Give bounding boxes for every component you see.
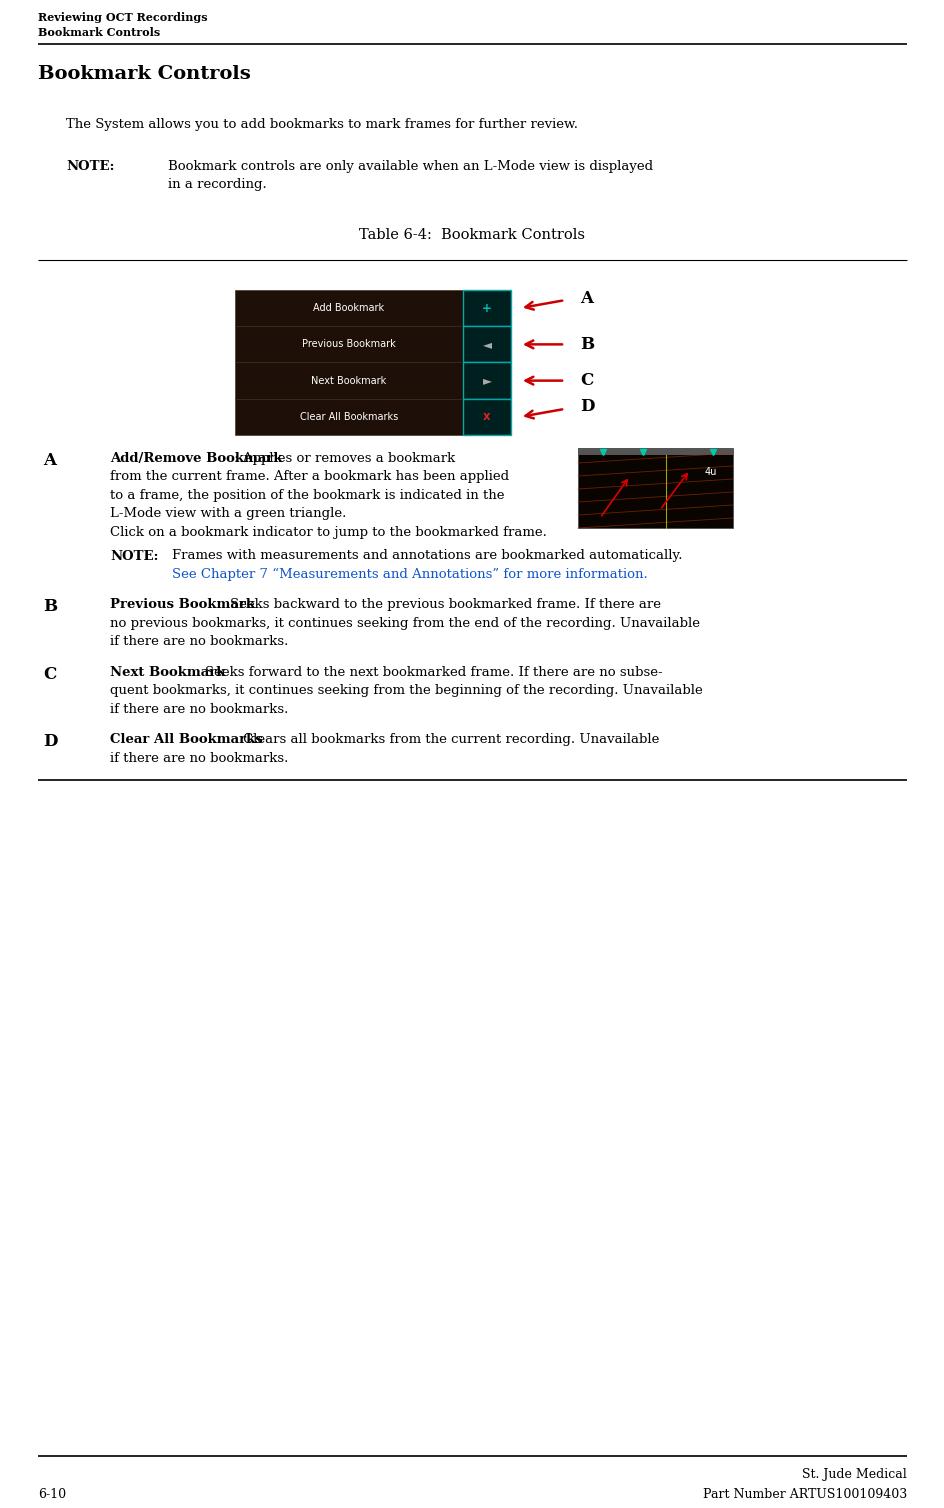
Text: Clear All Bookmarks: Clear All Bookmarks [299,412,397,422]
Text: Next Bookmark: Next Bookmark [311,375,386,386]
Bar [578,448,733,455]
Text: ◄: ◄ [482,338,491,351]
Text: if there are no bookmarks.: if there are no bookmarks. [110,635,288,648]
Text: : Clears all bookmarks from the current recording. Unavailable: : Clears all bookmarks from the current … [229,733,658,746]
Text: ►: ► [482,374,491,388]
Text: Previous Bookmark: Previous Bookmark [110,599,255,612]
Bar [463,398,511,434]
Text: if there are no bookmarks.: if there are no bookmarks. [110,703,288,716]
Text: The System allows you to add bookmarks to mark frames for further review.: The System allows you to add bookmarks t… [66,118,578,131]
Bar [463,362,511,398]
Text: C: C [43,667,57,683]
Text: See Chapter 7 “Measurements and Annotations” for more information.: See Chapter 7 “Measurements and Annotati… [172,569,647,581]
Text: C: C [580,372,593,389]
Bar [463,290,511,326]
Text: : Applies or removes a bookmark: : Applies or removes a bookmark [229,452,454,464]
Text: from the current frame. After a bookmark has been applied: from the current frame. After a bookmark… [110,470,509,484]
Text: 6-10: 6-10 [38,1488,66,1500]
Text: A: A [43,452,56,469]
Bar [235,290,463,326]
Bar [578,448,733,528]
Text: D: D [580,398,594,415]
Text: +: + [481,302,492,315]
Text: Add Bookmark: Add Bookmark [313,303,384,314]
Text: no previous bookmarks, it continues seeking from the end of the recording. Unava: no previous bookmarks, it continues seek… [110,617,700,630]
Bar [463,326,511,362]
Text: : Seeks forward to the next bookmarked frame. If there are no subse-: : Seeks forward to the next bookmarked f… [192,667,662,679]
Text: : Seeks backward to the previous bookmarked frame. If there are: : Seeks backward to the previous bookmar… [217,599,661,612]
Text: D: D [43,733,58,751]
Text: Click on a bookmark indicator to jump to the bookmarked frame.: Click on a bookmark indicator to jump to… [110,526,547,538]
Text: Reviewing OCT Recordings: Reviewing OCT Recordings [38,12,208,23]
Text: Bookmark Controls: Bookmark Controls [38,65,250,83]
Text: B: B [43,599,57,615]
Text: L-Mode view with a green triangle.: L-Mode view with a green triangle. [110,508,346,520]
Text: Clear All Bookmarks: Clear All Bookmarks [110,733,262,746]
Text: NOTE:: NOTE: [110,549,159,562]
Text: in a recording.: in a recording. [168,178,266,192]
Text: Frames with measurements and annotations are bookmarked automatically.: Frames with measurements and annotations… [172,549,682,562]
Text: quent bookmarks, it continues seeking from the beginning of the recording. Unava: quent bookmarks, it continues seeking fr… [110,685,702,698]
Text: St. Jude Medical: St. Jude Medical [801,1467,906,1481]
Text: NOTE:: NOTE: [66,160,114,173]
Text: to a frame, the position of the bookmark is indicated in the: to a frame, the position of the bookmark… [110,489,504,502]
Text: Previous Bookmark: Previous Bookmark [302,339,396,350]
Text: Part Number ARTUS100109403: Part Number ARTUS100109403 [702,1488,906,1500]
Text: 4u: 4u [704,467,716,477]
Bar [235,398,463,434]
Text: A: A [580,290,593,306]
Text: B: B [580,336,594,353]
Bar [235,362,463,398]
Text: x: x [482,410,490,424]
Text: Bookmark Controls: Bookmark Controls [38,27,160,38]
Bar [235,326,463,362]
Text: Bookmark controls are only available when an L-Mode view is displayed: Bookmark controls are only available whe… [168,160,652,173]
Text: Table 6-4:  Bookmark Controls: Table 6-4: Bookmark Controls [359,228,585,241]
Text: Next Bookmark: Next Bookmark [110,667,225,679]
Text: if there are no bookmarks.: if there are no bookmarks. [110,752,288,765]
Text: Add/Remove Bookmark: Add/Remove Bookmark [110,452,282,464]
